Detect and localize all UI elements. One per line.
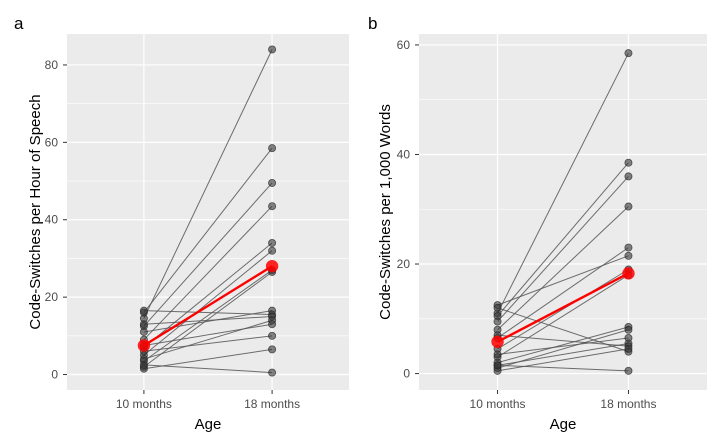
series-line <box>143 271 273 368</box>
data-point <box>268 45 277 54</box>
y-tick-label: 40 <box>45 213 59 227</box>
series-line <box>497 348 629 372</box>
data-point <box>624 49 633 58</box>
panel-letter: a <box>14 14 24 33</box>
x-tick-label: 10 months <box>470 397 526 411</box>
series-line <box>143 147 273 313</box>
series-line <box>143 242 273 348</box>
mean-point <box>622 267 635 280</box>
data-point <box>268 345 277 354</box>
series-line <box>497 364 629 372</box>
series-line <box>143 348 273 370</box>
series-line <box>143 323 273 346</box>
data-point <box>139 306 148 315</box>
data-point <box>624 243 633 252</box>
y-tick-label: 80 <box>45 58 59 72</box>
data-point <box>493 317 502 326</box>
mean-line <box>496 272 630 343</box>
y-tick-label: 0 <box>51 368 58 382</box>
data-point <box>139 360 148 369</box>
y-tick-label: 20 <box>397 257 411 271</box>
plot-background <box>67 34 349 390</box>
series-line <box>497 269 629 350</box>
series-line <box>497 206 629 331</box>
series-line <box>497 162 629 317</box>
series-line <box>143 310 273 316</box>
mean-point <box>265 259 279 273</box>
series-line <box>497 326 629 364</box>
series-line <box>143 269 273 362</box>
y-tick-label: 60 <box>45 135 59 149</box>
series-line <box>143 315 273 325</box>
panel-letter: b <box>368 14 377 33</box>
y-tick-label: 20 <box>45 290 59 304</box>
data-point <box>139 320 148 329</box>
series-line <box>143 319 273 360</box>
series-line <box>497 307 629 353</box>
series-line <box>143 49 273 319</box>
data-point <box>268 368 277 377</box>
data-point <box>268 144 277 153</box>
series-line <box>497 255 629 306</box>
mean-point <box>137 339 151 352</box>
series-line <box>497 247 629 339</box>
y-tick-label: 0 <box>403 367 410 381</box>
data-point <box>493 303 502 312</box>
data-point <box>624 172 633 181</box>
data-point <box>268 320 277 329</box>
x-axis-title: Age <box>195 416 222 433</box>
series-line <box>497 274 629 358</box>
data-point <box>624 202 633 211</box>
series-line <box>143 205 273 341</box>
mean-point <box>491 335 504 349</box>
y-axis-title: Code-Switches per 1,000 Words <box>377 104 394 320</box>
panel-a: 0 20 40 60 80 10 months 18 months Age Code-Switc… <box>14 14 349 433</box>
data-point <box>268 202 277 211</box>
data-point <box>624 158 633 167</box>
plot-background <box>419 34 707 390</box>
data-point <box>268 178 277 187</box>
x-tick-label: 10 months <box>116 397 172 411</box>
data-point <box>268 246 277 255</box>
series-line <box>143 335 273 352</box>
data-point <box>624 251 633 260</box>
y-tick-label: 40 <box>397 147 411 161</box>
data-point <box>139 327 148 336</box>
data-point <box>268 331 277 340</box>
series-line <box>497 337 629 355</box>
series-line <box>497 342 629 366</box>
series-line <box>143 250 273 356</box>
data-point <box>624 325 633 334</box>
x-tick-label: 18 months <box>244 397 300 411</box>
x-tick-label: 18 months <box>600 397 656 411</box>
series-line <box>143 182 273 327</box>
y-tick-label: 60 <box>397 38 411 52</box>
x-axis-title: Age <box>550 416 577 433</box>
series-line <box>143 364 273 374</box>
y-axis-title: Code-Switches per Hour of Speech <box>27 94 44 329</box>
data-point <box>624 344 633 353</box>
panel-b: 0 20 40 60 10 months 18 months Age Code-Switche… <box>368 14 707 433</box>
data-point <box>493 361 502 370</box>
mean-line <box>143 265 273 347</box>
data-point <box>624 366 633 375</box>
series-line <box>497 52 629 314</box>
data-point <box>268 238 277 247</box>
data-point <box>493 350 502 359</box>
